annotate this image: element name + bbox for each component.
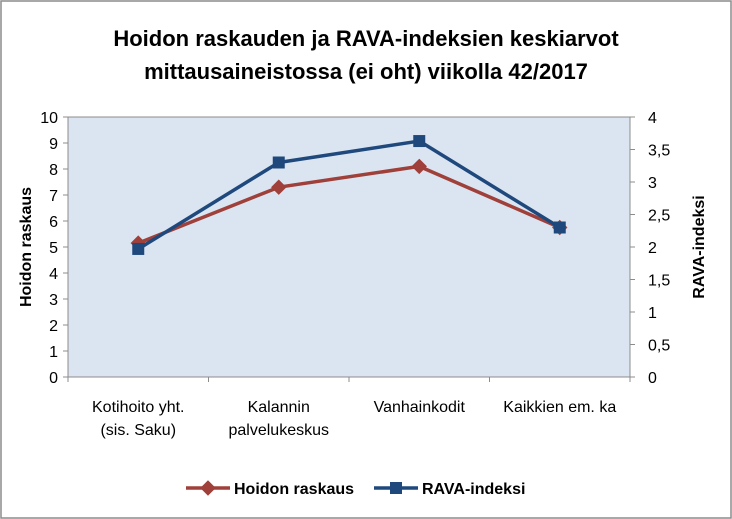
chart-title-line-1: Hoidon raskauden ja RAVA-indeksien keski… xyxy=(113,26,619,51)
x-tick-label: Kaikkien em. ka xyxy=(503,399,616,416)
y2-tick-label: 0 xyxy=(648,370,657,387)
y-tick-label: 6 xyxy=(49,214,58,231)
y-tick-label: 10 xyxy=(40,110,58,127)
chart-title-line-2: mittausaineistossa (ei oht) viikolla 42/… xyxy=(144,59,588,84)
y2-tick-label: 2 xyxy=(648,240,657,257)
data-point-rava-indeksi xyxy=(413,135,426,148)
y-tick-label: 9 xyxy=(49,136,58,153)
data-point-rava-indeksi xyxy=(132,242,145,255)
series-line-hoidon-raskaus xyxy=(137,164,561,245)
y-tick-label: 5 xyxy=(49,240,58,257)
y2-tick-label: 3 xyxy=(648,175,657,192)
data-point-hoidon-raskaus xyxy=(411,158,427,175)
y2-tick-label: 0,5 xyxy=(648,338,670,355)
x-axis: Kotihoito yht. (sis. Saku) Kalannin palvelu… xyxy=(67,377,631,439)
y-tick-label: 2 xyxy=(49,318,58,335)
series-layer xyxy=(130,135,568,255)
x-tick-label: Kotihoito yht. xyxy=(92,399,185,416)
y-tick-label: 0 xyxy=(49,370,58,387)
legend: Hoidon raskaus RAVA-indeksi xyxy=(186,480,525,498)
y2-tick-label: 4 xyxy=(648,110,657,127)
y2-tick-label: 2,5 xyxy=(648,208,670,225)
x-tick-label: (sis. Saku) xyxy=(100,422,176,439)
series-line-rava-indeksi xyxy=(137,139,561,251)
data-point-rava-indeksi xyxy=(272,156,285,169)
y-axis-title: Hoidon raskaus xyxy=(18,187,35,307)
y2-axis-title: RAVA-indeksi xyxy=(691,195,708,298)
plot-area xyxy=(67,116,631,378)
x-tick-label: Kalannin xyxy=(248,399,310,416)
right-axis: 0 0,5 1 1,5 2 2,5 3 3,5 4 xyxy=(630,110,670,387)
x-tick-label: palvelukeskus xyxy=(229,422,330,439)
y-tick-label: 4 xyxy=(49,266,58,283)
x-tick-label: Vanhainkodit xyxy=(374,399,466,416)
left-axis: 0 1 2 3 4 5 6 7 8 9 10 xyxy=(40,110,68,387)
legend-label-hoidon-raskaus: Hoidon raskaus xyxy=(234,481,354,498)
legend-label-rava-indeksi: RAVA-indeksi xyxy=(422,481,525,498)
y2-tick-label: 1,5 xyxy=(648,273,670,290)
y-tick-label: 8 xyxy=(49,162,58,179)
y2-tick-label: 1 xyxy=(648,305,657,322)
legend-marker-hoidon-raskaus xyxy=(200,480,216,496)
y-tick-label: 7 xyxy=(49,188,58,205)
y-tick-label: 3 xyxy=(49,292,58,309)
legend-marker-rava-indeksi xyxy=(390,482,402,494)
y2-tick-label: 3,5 xyxy=(648,143,670,160)
data-point-rava-indeksi xyxy=(553,221,566,234)
y-tick-label: 1 xyxy=(49,344,58,361)
data-point-hoidon-raskaus xyxy=(271,179,287,195)
